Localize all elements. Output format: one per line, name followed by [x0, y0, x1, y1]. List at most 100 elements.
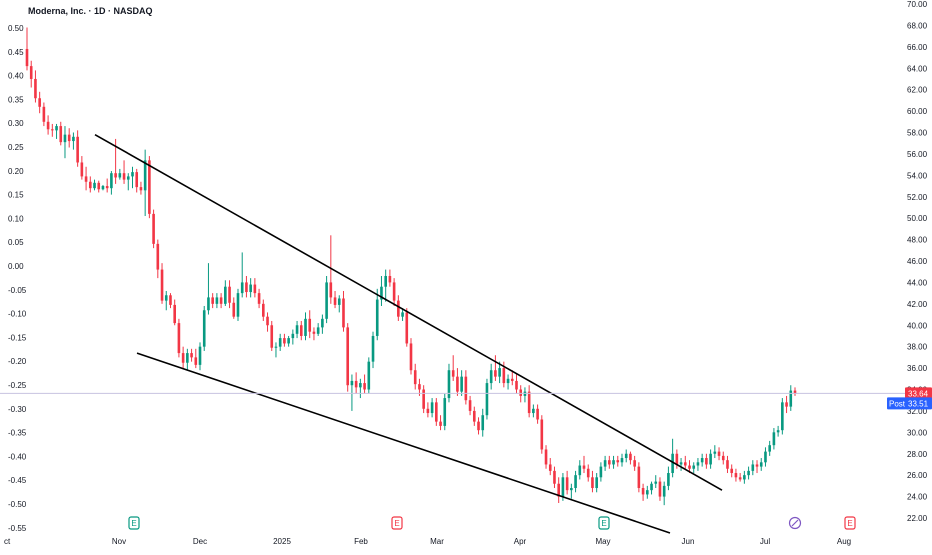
- candle-body: [346, 327, 350, 386]
- candle-body: [692, 465, 696, 469]
- candle-body: [190, 353, 193, 358]
- candle-body: [38, 98, 41, 107]
- trendline-upper: [94, 133, 723, 491]
- right-axis-tick: 40.00: [907, 321, 928, 330]
- candle-body: [650, 483, 653, 491]
- candle-body: [359, 383, 362, 388]
- candle-body: [726, 460, 729, 469]
- right-axis-tick: 30.00: [907, 428, 928, 437]
- candle-body: [515, 380, 518, 390]
- candle-body: [240, 282, 244, 294]
- candle-body: [772, 432, 776, 446]
- candle-body: [131, 172, 134, 177]
- right-axis-tick: 62.00: [907, 86, 928, 95]
- right-axis-tick: 46.00: [907, 257, 928, 266]
- right-axis-tick: 24.00: [907, 493, 928, 502]
- candle-body: [645, 490, 649, 495]
- left-axis-tick: -0.25: [8, 381, 27, 390]
- candle-body: [321, 318, 324, 328]
- candle-body: [291, 333, 295, 339]
- left-axis: 0.50 0.45 0.40 0.35 0.30 0.25 0.20 0.15 0.10 0.05…: [8, 24, 27, 533]
- candle-body: [671, 453, 674, 474]
- candle-body: [578, 465, 582, 476]
- candle-body: [405, 312, 409, 344]
- right-axis-tick: 22.00: [907, 514, 928, 523]
- candle-body: [63, 134, 67, 143]
- candle-body: [261, 303, 265, 317]
- candle-body: [46, 121, 50, 130]
- candle-body: [751, 464, 755, 471]
- earnings-marker-label: E: [847, 519, 852, 528]
- left-axis-tick: 0.05: [8, 238, 24, 247]
- candle-body: [278, 338, 282, 347]
- candle-body: [270, 325, 274, 348]
- candle-body: [456, 376, 459, 392]
- candle-body: [426, 408, 430, 414]
- candle-body: [540, 419, 544, 450]
- candle-body: [253, 284, 257, 294]
- candle-body: [616, 460, 620, 463]
- earnings-marker-label: E: [601, 519, 606, 528]
- candle-body: [662, 485, 666, 497]
- candle-body: [422, 389, 425, 409]
- candle-body: [519, 389, 523, 396]
- candle-body: [316, 327, 320, 334]
- candle-body: [342, 298, 345, 328]
- left-axis-tick: 0.20: [8, 167, 24, 176]
- candle-series: [25, 27, 797, 506]
- candle-body: [439, 421, 442, 426]
- x-axis-label: Apr: [514, 537, 527, 546]
- left-axis-tick: 0.00: [8, 262, 24, 271]
- candle-body: [401, 312, 404, 317]
- candle-body: [468, 400, 472, 411]
- left-axis-tick: -0.55: [8, 524, 27, 533]
- candle-body: [110, 173, 113, 189]
- earnings-marker: [128, 516, 140, 530]
- candle-body: [641, 488, 645, 495]
- candle-body: [308, 318, 312, 332]
- candle-body: [768, 445, 771, 452]
- post-tag: Post: [889, 399, 906, 408]
- candle-body: [498, 368, 501, 377]
- candle-body: [570, 488, 573, 491]
- candle-body: [785, 402, 788, 407]
- left-axis-tick: -0.50: [8, 500, 27, 509]
- candle-body: [464, 376, 468, 401]
- candle-body: [747, 470, 750, 476]
- candle-body: [228, 286, 231, 303]
- candle-body: [510, 378, 514, 381]
- candle-body: [194, 357, 198, 365]
- candle-body: [371, 335, 375, 362]
- candle-body: [481, 415, 485, 431]
- candle-body: [211, 297, 214, 304]
- candle-body: [435, 402, 438, 422]
- candle-body: [591, 477, 594, 489]
- candle-body: [67, 134, 71, 142]
- left-axis-tick: 0.45: [8, 48, 24, 57]
- candle-body: [624, 453, 628, 459]
- candle-body: [721, 455, 725, 461]
- candle-body: [72, 136, 75, 142]
- x-axis-label: 2025: [273, 537, 291, 546]
- right-axis-tick: 36.00: [907, 364, 928, 373]
- left-axis-tick: 0.15: [8, 191, 24, 200]
- right-axis-tick: 64.00: [907, 64, 928, 73]
- earnings-marker-label: E: [131, 519, 136, 528]
- candle-body: [173, 304, 177, 324]
- candle-body: [164, 295, 168, 301]
- candle-body: [544, 449, 548, 465]
- x-axis-label: Feb: [354, 537, 368, 546]
- candle-body: [776, 430, 780, 433]
- candle-body: [126, 176, 130, 180]
- x-axis-label: Jul: [760, 537, 770, 546]
- candle-body: [25, 48, 29, 67]
- trendlines: [94, 133, 723, 534]
- candle-body: [333, 297, 337, 305]
- candle-body: [118, 173, 122, 178]
- candle-body: [34, 78, 37, 99]
- post-tag-badge: [887, 397, 906, 410]
- candle-body: [755, 464, 759, 467]
- x-axis-label: ct: [4, 537, 11, 546]
- candle-body: [502, 368, 506, 384]
- candle-body: [582, 465, 586, 469]
